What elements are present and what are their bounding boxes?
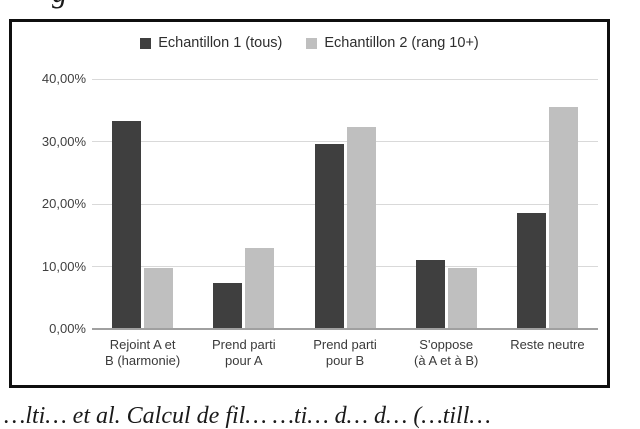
y-axis-tick-label: 40,00% (41, 71, 86, 86)
bar-echantillon-1 (516, 213, 546, 329)
legend-item-echantillon-2: Echantillon 2 (rang 10+) (306, 35, 479, 51)
chart-legend: Echantillon 1 (tous) Echantillon 2 (rang… (12, 35, 607, 51)
bar-group-parti-a (193, 79, 294, 329)
cropped-caption-below-figure: …lti… et al. Calcul de fil… …ti… d… d… (… (4, 403, 491, 429)
legend-label: Echantillon 1 (tous) (158, 35, 283, 51)
gridline-30 (92, 141, 598, 142)
bar-echantillon-1 (415, 260, 445, 329)
gridline-10 (92, 266, 598, 267)
bar-group-parti-b (294, 79, 395, 329)
gridline-20 (92, 204, 598, 205)
plot-area (92, 79, 598, 329)
x-axis-labels: Rejoint A et B (harmonie) Prend parti po… (92, 337, 598, 368)
bar-echantillon-1 (314, 144, 344, 329)
category-label-parti-b: Prend parti pour B (313, 337, 377, 368)
legend-item-echantillon-1: Echantillon 1 (tous) (140, 35, 282, 51)
bar-echantillon-1 (213, 283, 243, 329)
legend-swatch-dark (140, 37, 152, 49)
legend-label: Echantillon 2 (rang 10+) (324, 35, 479, 51)
category-label-parti-a: Prend parti pour A (212, 337, 276, 368)
bar-group-neutre (497, 79, 598, 329)
bar-group-rejoint (92, 79, 193, 329)
y-axis-tick-label: 0,00% (49, 321, 86, 336)
chart-area: Echantillon 1 (tous) Echantillon 2 (rang… (12, 22, 607, 385)
bar-echantillon-2 (447, 268, 477, 329)
y-axis-tick-label: 20,00% (41, 196, 86, 211)
bar-group-soppose (396, 79, 497, 329)
y-axis-tick-label: 10,00% (41, 259, 86, 274)
bar-echantillon-2 (346, 127, 376, 329)
bar-echantillon-1 (112, 121, 142, 329)
y-axis-tick-label: 30,00% (41, 134, 86, 149)
bar-echantillon-2 (245, 248, 275, 329)
cropped-text-above-figure: g (52, 0, 67, 8)
x-axis-line (92, 328, 598, 330)
legend-swatch-light (306, 37, 318, 49)
gridline-40 (92, 79, 598, 80)
category-label-neutre: Reste neutre (510, 337, 585, 352)
bars-row (92, 79, 598, 329)
chart-frame: Echantillon 1 (tous) Echantillon 2 (rang… (9, 19, 610, 388)
category-label-rejoint: Rejoint A et B (harmonie) (105, 337, 181, 368)
bar-echantillon-2 (144, 268, 174, 329)
category-label-soppose: S'oppose (à A et à B) (414, 337, 479, 368)
bar-echantillon-2 (548, 107, 578, 329)
